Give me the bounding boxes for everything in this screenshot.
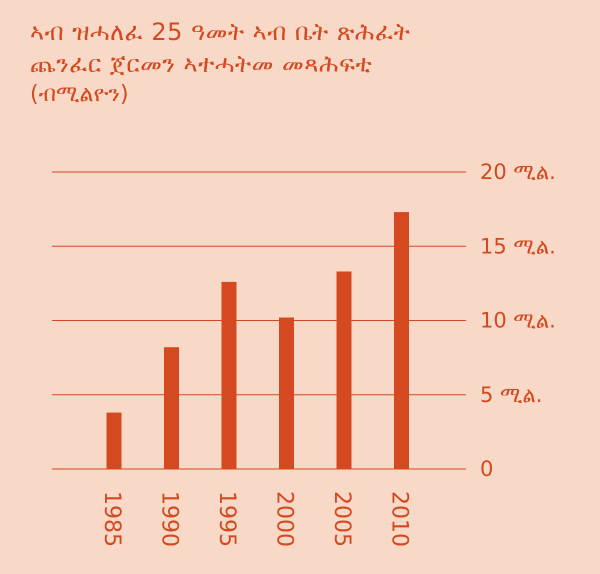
bar-1990	[164, 347, 179, 469]
x-tick-label-2010: 2010	[387, 491, 412, 547]
chart-subtitle: (ብሚልዮን)	[30, 82, 129, 107]
chart-title-block: ኣብ ዝሓለፈ 25 ዓመት ኣብ ቤት ጽሕፈት ጨንፈር ጀርመን ኣተሓት…	[30, 16, 570, 110]
x-tick-label-1990: 1990	[157, 491, 182, 547]
bar-1995	[221, 281, 237, 469]
x-tick-label-2005: 2005	[329, 491, 354, 547]
y-tick-label-15: 15 ሚል.	[480, 234, 556, 258]
y-tick-label-20: 20 ሚል.	[480, 160, 556, 184]
bar-2010	[394, 212, 409, 469]
bar-2000	[279, 317, 294, 469]
chart-title-line-2: ጨንፈር ጀርመን ኣተሓትመ መጻሕፍቲ	[30, 50, 373, 78]
x-tick-label-1985: 1985	[99, 491, 124, 547]
x-tick-label-1995: 1995	[214, 491, 239, 547]
chart-title-line-1: ኣብ ዝሓለፈ 25 ዓመት ኣብ ቤት ጽሕፈት	[30, 18, 411, 46]
y-tick-label-10: 10 ሚል.	[480, 309, 556, 333]
y-tick-label-5: 5 ሚል.	[480, 383, 542, 407]
bar-1985	[106, 412, 122, 469]
y-tick-label-0: 0	[480, 457, 493, 481]
bar-2005	[336, 271, 352, 469]
x-tick-label-2000: 2000	[272, 491, 297, 547]
